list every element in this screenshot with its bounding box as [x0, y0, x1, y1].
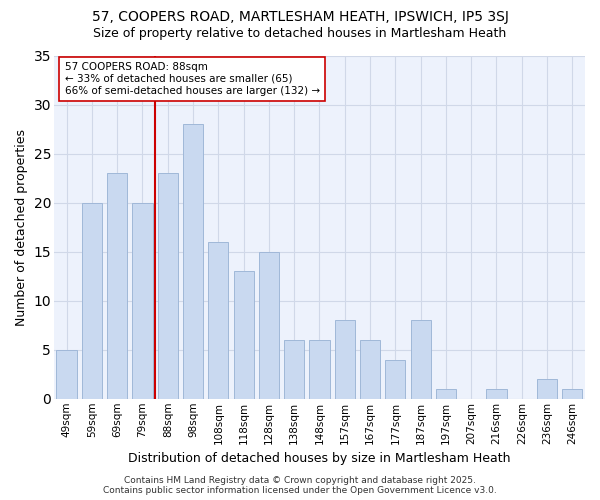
Text: Size of property relative to detached houses in Martlesham Heath: Size of property relative to detached ho… [94, 28, 506, 40]
X-axis label: Distribution of detached houses by size in Martlesham Heath: Distribution of detached houses by size … [128, 452, 511, 465]
Bar [158, 173, 178, 399]
Bar [107, 173, 127, 399]
Bar [82, 202, 102, 399]
Bar [537, 379, 557, 399]
Text: 57, COOPERS ROAD, MARTLESHAM HEATH, IPSWICH, IP5 3SJ: 57, COOPERS ROAD, MARTLESHAM HEATH, IPSW… [92, 10, 508, 24]
Bar [410, 320, 431, 399]
Bar [259, 252, 279, 399]
Bar [183, 124, 203, 399]
Bar [335, 320, 355, 399]
Bar [133, 202, 152, 399]
Bar [208, 242, 229, 399]
Bar [562, 389, 583, 399]
Bar [360, 340, 380, 399]
Bar [233, 272, 254, 399]
Text: 57 COOPERS ROAD: 88sqm
← 33% of detached houses are smaller (65)
66% of semi-det: 57 COOPERS ROAD: 88sqm ← 33% of detached… [65, 62, 320, 96]
Bar [56, 350, 77, 399]
Bar [436, 389, 456, 399]
Bar [284, 340, 304, 399]
Bar [310, 340, 329, 399]
Bar [487, 389, 506, 399]
Bar [385, 360, 406, 399]
Y-axis label: Number of detached properties: Number of detached properties [15, 128, 28, 326]
Text: Contains HM Land Registry data © Crown copyright and database right 2025.
Contai: Contains HM Land Registry data © Crown c… [103, 476, 497, 495]
